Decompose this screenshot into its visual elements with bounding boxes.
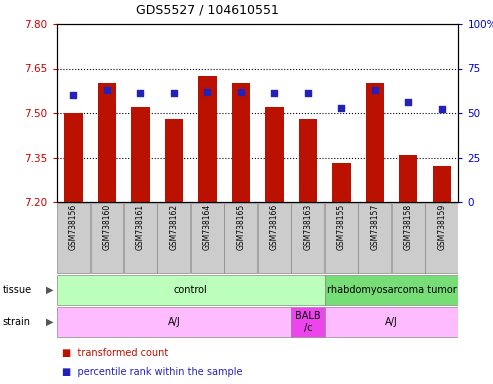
Text: GDS5527 / 104610551: GDS5527 / 104610551 <box>136 3 279 16</box>
Bar <box>198 76 216 202</box>
Text: GSM738166: GSM738166 <box>270 204 279 250</box>
Text: rhabdomyosarcoma tumor: rhabdomyosarcoma tumor <box>327 285 457 295</box>
Text: A/J: A/J <box>385 317 398 327</box>
Bar <box>265 107 283 202</box>
Bar <box>425 203 458 273</box>
Text: GSM738157: GSM738157 <box>370 204 379 250</box>
Bar <box>165 119 183 202</box>
Bar <box>399 154 418 202</box>
Bar <box>324 275 458 305</box>
Point <box>237 89 245 95</box>
Text: GSM738165: GSM738165 <box>236 204 246 250</box>
Text: GSM738155: GSM738155 <box>337 204 346 250</box>
Bar <box>392 203 424 273</box>
Bar <box>432 166 451 202</box>
Text: GSM738162: GSM738162 <box>170 204 178 250</box>
Text: BALB
/c: BALB /c <box>295 311 320 333</box>
Point <box>170 90 178 96</box>
Point <box>137 90 144 96</box>
Text: ■  percentile rank within the sample: ■ percentile rank within the sample <box>62 367 242 377</box>
Text: GSM738160: GSM738160 <box>103 204 111 250</box>
Point <box>70 92 77 98</box>
Bar <box>291 203 324 273</box>
Text: GSM738161: GSM738161 <box>136 204 145 250</box>
Text: GSM738164: GSM738164 <box>203 204 212 250</box>
Point <box>404 99 412 105</box>
Bar <box>332 164 351 202</box>
Bar <box>57 275 324 305</box>
Bar <box>124 203 157 273</box>
Bar <box>131 107 149 202</box>
Bar <box>358 203 391 273</box>
Point <box>270 90 278 96</box>
Bar <box>64 113 83 202</box>
Point <box>337 104 345 111</box>
Bar <box>324 307 458 337</box>
Text: A/J: A/J <box>168 317 180 327</box>
Text: strain: strain <box>2 317 31 327</box>
Text: ■  transformed count: ■ transformed count <box>62 348 168 358</box>
Point <box>204 89 211 95</box>
Text: ▶: ▶ <box>46 285 53 295</box>
Bar <box>191 203 224 273</box>
Point <box>371 87 379 93</box>
Bar <box>299 119 317 202</box>
Bar <box>98 83 116 202</box>
Bar <box>91 203 123 273</box>
Text: tissue: tissue <box>2 285 32 295</box>
Text: GSM738163: GSM738163 <box>303 204 313 250</box>
Bar <box>325 203 358 273</box>
Point <box>103 87 111 93</box>
Bar <box>258 203 291 273</box>
Point <box>304 90 312 96</box>
Bar <box>57 307 291 337</box>
Text: GSM738159: GSM738159 <box>437 204 446 250</box>
Text: GSM738158: GSM738158 <box>404 204 413 250</box>
Bar <box>224 203 257 273</box>
Bar <box>232 83 250 202</box>
Bar <box>57 203 90 273</box>
Bar <box>366 83 384 202</box>
Point <box>438 106 446 113</box>
Text: control: control <box>174 285 208 295</box>
Text: GSM738156: GSM738156 <box>69 204 78 250</box>
Bar <box>291 307 324 337</box>
Text: ▶: ▶ <box>46 317 53 327</box>
Bar <box>157 203 190 273</box>
